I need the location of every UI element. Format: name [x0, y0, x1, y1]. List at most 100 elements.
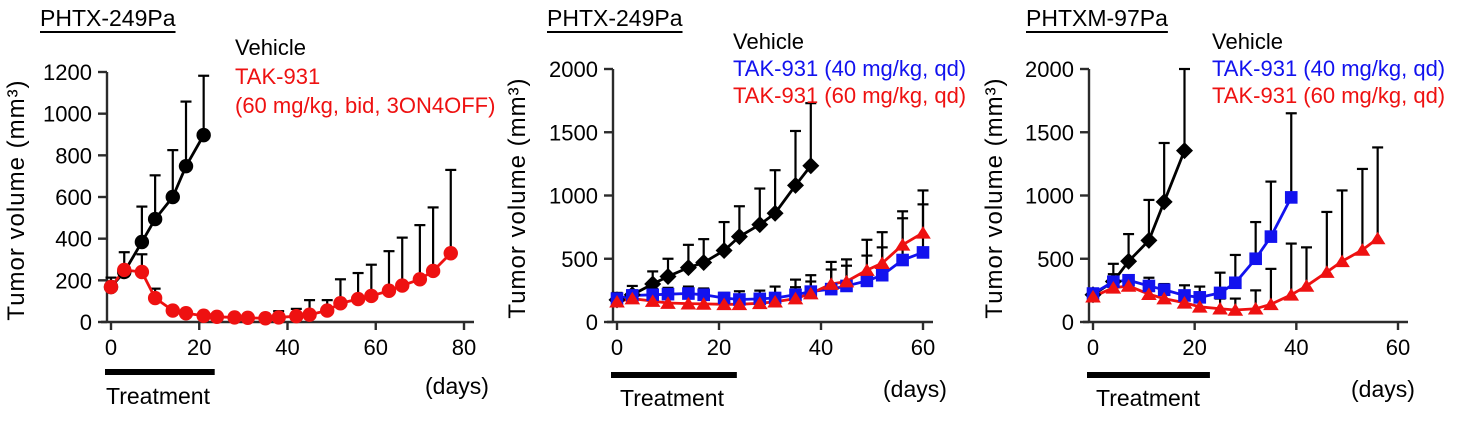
diamond-marker: [787, 176, 804, 194]
square-marker: [1264, 230, 1278, 243]
y-tick-label: 2000: [1025, 57, 1074, 82]
circle-marker: [302, 307, 317, 322]
treatment-label: Treatment: [106, 383, 210, 409]
square-marker: [1213, 286, 1227, 300]
legend: Vehicle TAK-931 (40 mg/kg, qd) TAK-931 (60…: [1212, 28, 1445, 109]
circle-marker: [209, 309, 225, 324]
diamond-marker: [751, 216, 769, 234]
x-tick-label: 60: [364, 335, 388, 360]
chart-panel-phtxm97pa-qd: PHTXM-97Pa Tumor volume (mm³) 0 20 40 60 0 50…: [978, 0, 1467, 431]
diamond-marker: [1140, 231, 1158, 249]
diamond-marker: [659, 267, 677, 285]
triangle-marker: [823, 277, 839, 290]
y-tick-label: 0: [80, 310, 92, 335]
legend-entry: TAK-931 (40 mg/kg, qd): [1212, 56, 1446, 81]
triangle-marker: [874, 256, 890, 269]
x-tick-label: 20: [707, 335, 731, 360]
x-tick-label: 60: [911, 335, 935, 360]
circle-marker: [196, 308, 211, 323]
legend-entry: Vehicle: [1212, 29, 1283, 54]
chart-plot: 0 20 40 60 0 500 1000 1500 2000: [549, 57, 935, 378]
circle-marker: [320, 303, 335, 318]
square-marker: [1284, 191, 1298, 204]
series-markers-tak931-60-bid: [103, 246, 458, 326]
series-markers-tak931-60-qd: [609, 226, 931, 311]
x-tick-label: 40: [275, 335, 299, 360]
y-tick-label: 500: [561, 247, 598, 272]
circle-marker: [147, 211, 163, 227]
tick-labels: 0 20 40 60 0 500 1000 1500 2000: [1025, 57, 1410, 360]
x-axis-unit-label: (days): [883, 376, 947, 402]
circle-marker: [395, 278, 410, 293]
y-tick-label: 0: [586, 310, 598, 335]
triangle-marker: [752, 296, 768, 310]
circle-marker: [196, 127, 211, 143]
panel-title: PHTX-249Pa: [40, 5, 176, 31]
triangle-marker: [716, 297, 732, 311]
circle-marker: [412, 272, 428, 287]
square-marker: [1178, 289, 1191, 302]
x-tick-label: 0: [611, 335, 623, 360]
triangle-marker: [1247, 301, 1264, 315]
series-line-vehicle: [616, 164, 812, 302]
triangle-marker: [1212, 301, 1228, 315]
legend-entry: Vehicle: [733, 29, 804, 54]
diamond-marker: [766, 204, 784, 222]
circle-marker: [147, 290, 163, 306]
panel-title: PHTXM-97Pa: [1026, 5, 1168, 31]
y-tick-label: 2000: [549, 57, 598, 82]
panel-title: PHTX-249Pa: [547, 5, 683, 31]
axes: [1080, 67, 1408, 330]
chart-panel-phtx249pa-bid: PHTX-249Pa Tumor volume (mm³) 0 20 40 60 80 0…: [0, 0, 495, 431]
legend-entry: TAK-931 (60 mg/kg, qd): [733, 83, 967, 108]
circle-marker: [381, 283, 397, 298]
x-tick-label: 40: [1284, 335, 1308, 360]
circle-marker: [117, 262, 132, 278]
circle-marker: [289, 308, 304, 324]
triangle-marker: [1141, 287, 1157, 300]
legend: Vehicle TAK-931 (40 mg/kg, qd) TAK-931 (60…: [733, 28, 966, 109]
triangle-marker: [1263, 297, 1279, 311]
series-line-vehicle: [1092, 150, 1186, 296]
triangle-marker: [1283, 288, 1300, 301]
triangle-marker: [1334, 254, 1350, 268]
chart-plot: 0 20 40 60 0 500 1000 1500 2000: [1025, 57, 1410, 378]
x-tick-label: 0: [1087, 335, 1099, 360]
legend-entry: TAK-931 (40 mg/kg, qd): [733, 56, 967, 81]
square-marker: [697, 288, 710, 302]
diamond-marker: [695, 254, 713, 272]
y-tick-label: 800: [55, 143, 92, 168]
legend: Vehicle TAK-931 (60 mg/kg, bid, 3ON4OFF): [235, 33, 495, 120]
y-tick-label: 500: [1037, 247, 1074, 272]
x-tick-label: 60: [1386, 335, 1410, 360]
diamond-marker: [715, 242, 733, 260]
diamond-marker: [1120, 252, 1138, 270]
treatment-bar: [611, 372, 737, 378]
legend-entry: (60 mg/kg, bid, 3ON4OFF): [235, 93, 496, 118]
square-marker: [682, 287, 695, 300]
square-marker: [1142, 279, 1156, 293]
triangle-marker: [894, 238, 911, 251]
triangle-marker: [1156, 291, 1172, 305]
triangle-marker: [1227, 303, 1244, 316]
diamond-marker: [802, 157, 820, 175]
treatment-label: Treatment: [620, 385, 724, 411]
series-markers-vehicle: [608, 157, 820, 309]
error-bars: [1087, 67, 1384, 310]
axes: [604, 67, 933, 330]
triangle-marker: [644, 294, 661, 307]
triangle-marker: [1354, 243, 1371, 256]
x-tick-label: 40: [809, 335, 833, 360]
triangle-marker: [1120, 279, 1137, 292]
tick-labels: 0 20 40 60 0 500 1000 1500 2000: [549, 57, 935, 360]
triangle-marker: [660, 296, 676, 309]
treatment-bar: [105, 369, 215, 375]
square-marker: [1249, 252, 1262, 266]
series-markers-vehicle: [1084, 142, 1193, 304]
circle-marker: [240, 310, 255, 326]
circle-marker: [364, 288, 379, 304]
diamond-marker: [1176, 142, 1193, 160]
x-tick-label: 80: [452, 335, 476, 360]
